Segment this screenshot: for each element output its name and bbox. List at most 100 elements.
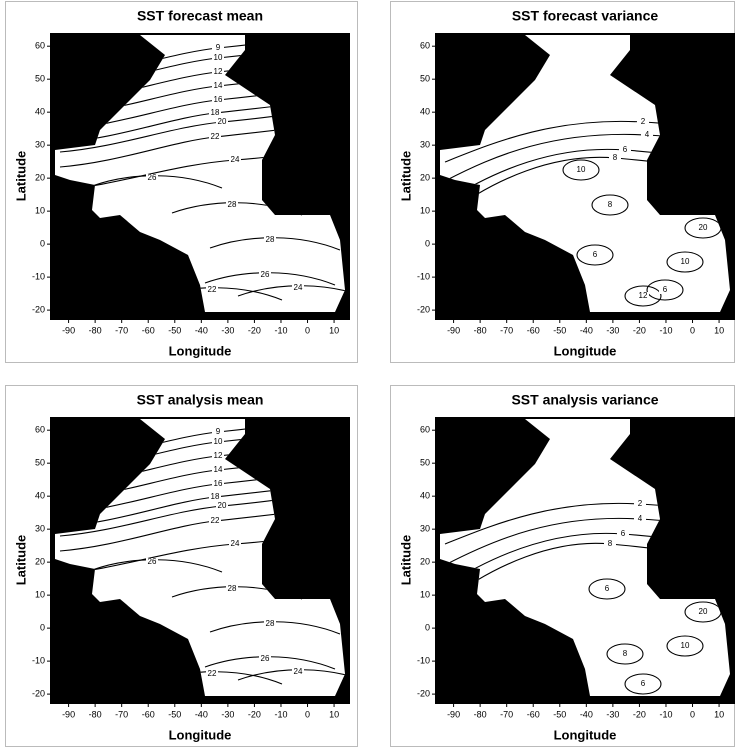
- contour-label: 6: [641, 679, 646, 688]
- y-tick-label: -20: [32, 688, 45, 698]
- panel: SST analysis varianceLongitudeLatitude-9…: [391, 386, 735, 747]
- chart-title: SST forecast mean: [137, 8, 263, 24]
- x-tick-label: 10: [714, 325, 724, 335]
- y-axis-label: Latitude: [13, 151, 28, 202]
- y-tick-label: 60: [420, 41, 430, 51]
- contour-label: 22: [211, 132, 220, 141]
- x-tick-label: -50: [168, 709, 181, 719]
- contour-label: 24: [294, 667, 303, 676]
- y-tick-label: 30: [420, 140, 430, 150]
- y-tick-label: -10: [417, 271, 430, 281]
- x-tick-label: -70: [500, 709, 513, 719]
- contour-label: 20: [699, 607, 708, 616]
- y-tick-label: 30: [35, 524, 45, 534]
- contour-label: 20: [699, 223, 708, 232]
- contour-label: 10: [681, 641, 690, 650]
- y-tick-label: 50: [420, 458, 430, 468]
- y-tick-label: 10: [35, 206, 45, 216]
- y-tick-label: 50: [35, 458, 45, 468]
- x-tick-label: -10: [659, 325, 672, 335]
- x-tick-label: -80: [89, 325, 102, 335]
- x-tick-label: 10: [329, 709, 339, 719]
- contour-label: 28: [228, 584, 237, 593]
- x-tick-label: -80: [474, 709, 487, 719]
- y-tick-label: -10: [417, 655, 430, 665]
- y-tick-label: -20: [32, 304, 45, 314]
- contour-label: 12: [639, 291, 648, 300]
- y-tick-label: 40: [420, 491, 430, 501]
- contour-label: 9: [216, 43, 221, 52]
- x-tick-label: -30: [221, 325, 234, 335]
- contour-label: 26: [261, 654, 270, 663]
- x-tick-label: -90: [447, 709, 460, 719]
- y-tick-label: 40: [35, 107, 45, 117]
- chart-title: SST analysis mean: [137, 392, 264, 408]
- contour-label: 26: [148, 557, 157, 566]
- contour-label: 6: [623, 145, 628, 154]
- y-tick-label: 20: [420, 557, 430, 567]
- contour-label: 6: [605, 584, 610, 593]
- contour-label: 10: [577, 165, 586, 174]
- x-tick-label: -10: [274, 325, 287, 335]
- y-tick-label: -10: [32, 271, 45, 281]
- x-tick-label: 0: [690, 325, 695, 335]
- contour-label: 16: [214, 95, 223, 104]
- contour-label: 28: [266, 619, 275, 628]
- x-tick-label: -40: [195, 709, 208, 719]
- contour-label: 20: [218, 117, 227, 126]
- contour-label: 12: [214, 451, 223, 460]
- y-tick-label: 30: [35, 140, 45, 150]
- contour-label: 8: [608, 539, 613, 548]
- x-tick-label: -70: [500, 325, 513, 335]
- chart-title: SST forecast variance: [512, 8, 659, 24]
- y-tick-label: -10: [32, 655, 45, 665]
- contour-label: 28: [228, 200, 237, 209]
- x-tick-label: -50: [553, 325, 566, 335]
- contour-label: 6: [621, 529, 626, 538]
- x-tick-label: -90: [62, 325, 75, 335]
- contour-label: 2: [641, 117, 646, 126]
- y-tick-label: 0: [40, 623, 45, 633]
- contour-label: 6: [663, 285, 668, 294]
- contour-label: 16: [214, 479, 223, 488]
- x-tick-label: -30: [606, 709, 619, 719]
- y-tick-label: 10: [420, 590, 430, 600]
- x-tick-label: 0: [305, 325, 310, 335]
- contour-label: 26: [261, 270, 270, 279]
- y-axis-label: Latitude: [13, 535, 28, 586]
- contour-label: 20: [218, 501, 227, 510]
- x-tick-label: -50: [553, 709, 566, 719]
- x-tick-label: -30: [606, 325, 619, 335]
- y-tick-label: 0: [40, 239, 45, 249]
- panel: SST analysis meanLongitudeLatitude-90-80…: [6, 386, 369, 747]
- x-tick-label: -20: [633, 325, 646, 335]
- y-tick-label: 40: [420, 107, 430, 117]
- x-tick-label: -20: [248, 325, 261, 335]
- y-tick-label: 20: [35, 173, 45, 183]
- contour-label: 8: [623, 649, 628, 658]
- x-tick-label: -60: [527, 709, 540, 719]
- x-tick-label: -60: [527, 325, 540, 335]
- contour-label: 10: [681, 257, 690, 266]
- x-tick-label: 10: [714, 709, 724, 719]
- y-tick-label: 60: [35, 41, 45, 51]
- y-axis-label: Latitude: [398, 151, 413, 202]
- x-tick-label: -40: [580, 325, 593, 335]
- x-axis-label: Longitude: [554, 727, 617, 742]
- x-tick-label: -10: [274, 709, 287, 719]
- contour-label: 28: [266, 235, 275, 244]
- contour-label: 4: [638, 514, 643, 523]
- x-tick-label: -20: [633, 709, 646, 719]
- contour-label: 26: [148, 173, 157, 182]
- x-tick-label: -30: [221, 709, 234, 719]
- page: SST forecast mean Longitude Latitude -90 -80…: [0, 0, 735, 749]
- x-tick-label: -40: [580, 709, 593, 719]
- y-tick-label: 30: [420, 524, 430, 534]
- x-axis-label: Longitude: [554, 343, 617, 358]
- x-tick-label: -80: [474, 325, 487, 335]
- x-tick-label: -70: [115, 325, 128, 335]
- x-tick-label: -80: [89, 709, 102, 719]
- x-tick-label: -60: [142, 325, 155, 335]
- contour-label: 24: [231, 539, 240, 548]
- contour-label: 18: [211, 108, 220, 117]
